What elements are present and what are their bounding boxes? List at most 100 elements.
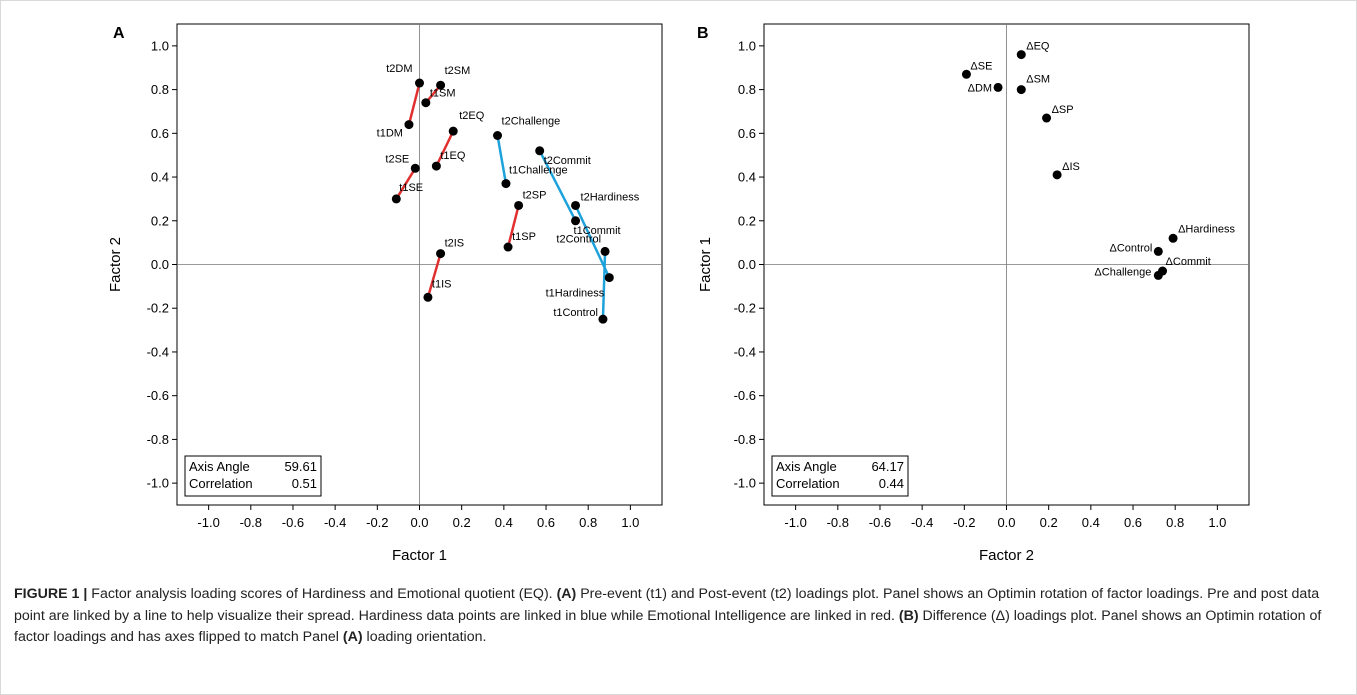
stats-label-correlation: Correlation bbox=[189, 476, 253, 491]
x-tick-label: 0.8 bbox=[1166, 515, 1184, 530]
point-label-t1-commit: t1Commit bbox=[574, 225, 621, 237]
point-t1-sp bbox=[503, 242, 513, 252]
stats-label-correlation: Correlation bbox=[776, 476, 840, 491]
point-label-t2-hardiness: t2Hardiness bbox=[581, 191, 640, 203]
x-tick-label: -0.8 bbox=[240, 515, 262, 530]
y-tick-label: -1.0 bbox=[734, 476, 756, 491]
point-t2-challenge bbox=[493, 131, 503, 141]
point-label-t1-sp: t1SP bbox=[512, 231, 536, 243]
y-tick-label: -1.0 bbox=[147, 476, 169, 491]
y-tick-label: 0.4 bbox=[151, 170, 169, 185]
caption-a-text: Pre-event (t1) and Post-event (t2) loadi… bbox=[14, 586, 1320, 624]
stats-value-axis-angle: 59.61 bbox=[284, 459, 317, 474]
x-tick-label: 0.4 bbox=[495, 515, 513, 530]
point-t1-eq bbox=[431, 161, 441, 171]
point-label-t2-sp: t2SP bbox=[523, 189, 547, 201]
point-label-t1-eq: t1EQ bbox=[440, 150, 466, 162]
point-label-t2-challenge: t2Challenge bbox=[502, 116, 561, 128]
stats-value-correlation: 0.44 bbox=[879, 476, 904, 491]
x-tick-label: -0.2 bbox=[366, 515, 388, 530]
point-delta-hardiness bbox=[1168, 233, 1178, 243]
link-t1-dm-t2-dm bbox=[407, 81, 421, 126]
point-label-delta-hardiness: ΔHardiness bbox=[1178, 223, 1235, 235]
x-tick-label: -1.0 bbox=[197, 515, 219, 530]
link-t1-challenge-t2-challenge bbox=[496, 134, 508, 185]
x-tick-label: -1.0 bbox=[784, 515, 806, 530]
x-tick-label: -0.4 bbox=[324, 515, 346, 530]
x-axis-label-a: Factor 1 bbox=[392, 547, 447, 564]
point-t1-control bbox=[598, 314, 608, 324]
point-label-t1-is: t1IS bbox=[432, 278, 452, 290]
y-tick-label: -0.4 bbox=[147, 344, 169, 359]
point-label-t2-sm: t2SM bbox=[445, 65, 471, 77]
y-tick-label: -0.8 bbox=[147, 432, 169, 447]
point-delta-sm bbox=[1016, 85, 1026, 95]
point-label-delta-se: ΔSE bbox=[970, 60, 992, 72]
point-t2-eq bbox=[448, 126, 458, 136]
point-t1-is bbox=[423, 292, 433, 302]
x-tick-label: -0.6 bbox=[869, 515, 891, 530]
stats-value-correlation: 0.51 bbox=[292, 476, 317, 491]
x-tick-label: 0.8 bbox=[579, 515, 597, 530]
x-tick-label: 0.0 bbox=[997, 515, 1015, 530]
point-label-delta-commit: ΔCommit bbox=[1166, 256, 1211, 268]
point-label-t1-hardiness: t1Hardiness bbox=[546, 288, 605, 300]
y-tick-label: -0.6 bbox=[147, 388, 169, 403]
link-t1-se-t2-se bbox=[395, 167, 417, 201]
point-delta-is bbox=[1052, 170, 1062, 180]
caption-a-marker: (A) bbox=[556, 586, 577, 602]
stats-box-a bbox=[184, 455, 322, 497]
y-tick-label: -0.4 bbox=[734, 344, 756, 359]
y-tick-label: 0.6 bbox=[151, 126, 169, 141]
point-t2-control bbox=[600, 246, 610, 256]
y-tick-label: -0.6 bbox=[734, 388, 756, 403]
point-label-t2-is: t2IS bbox=[445, 238, 465, 250]
x-tick-label: 0.2 bbox=[1040, 515, 1058, 530]
point-delta-commit bbox=[1158, 266, 1168, 276]
point-t2-se bbox=[410, 163, 420, 173]
x-tick-label: -0.8 bbox=[827, 515, 849, 530]
y-tick-label: 0.0 bbox=[738, 257, 756, 272]
panel-letter-b: B bbox=[697, 25, 709, 42]
stats-box-b bbox=[771, 455, 909, 497]
point-delta-dm bbox=[993, 82, 1003, 92]
point-t2-hardiness bbox=[571, 200, 581, 210]
point-t2-sm bbox=[436, 80, 446, 90]
point-label-t2-dm: t2DM bbox=[386, 63, 412, 75]
y-tick-label: -0.2 bbox=[147, 301, 169, 316]
x-tick-label: 0.2 bbox=[453, 515, 471, 530]
point-t1-challenge bbox=[501, 179, 511, 189]
x-tick-label: -0.6 bbox=[282, 515, 304, 530]
point-delta-eq bbox=[1016, 50, 1026, 60]
point-t2-sp bbox=[514, 200, 524, 210]
point-label-t1-se: t1SE bbox=[399, 182, 423, 194]
point-delta-control bbox=[1153, 246, 1163, 256]
y-axis-label-b: Factor 1 bbox=[697, 237, 714, 292]
y-tick-label: 0.2 bbox=[151, 213, 169, 228]
point-label-t1-dm: t1DM bbox=[377, 128, 403, 140]
y-tick-label: 0.8 bbox=[151, 82, 169, 97]
point-label-delta-sm: ΔSM bbox=[1026, 74, 1050, 86]
point-label-delta-challenge: ΔChallenge bbox=[1094, 266, 1151, 278]
point-delta-sp bbox=[1042, 113, 1052, 123]
stats-value-axis-angle: 64.17 bbox=[871, 459, 904, 474]
point-t1-dm bbox=[404, 120, 414, 130]
caption-intro: Factor analysis loading scores of Hardin… bbox=[87, 586, 557, 602]
point-delta-se bbox=[961, 69, 971, 79]
point-label-t1-challenge: t1Challenge bbox=[509, 165, 568, 177]
stats-label-axis-angle: Axis Angle bbox=[776, 459, 837, 474]
y-tick-label: 1.0 bbox=[151, 38, 169, 53]
x-tick-label: 0.6 bbox=[537, 515, 555, 530]
caption-b-marker: (B) bbox=[898, 607, 919, 624]
point-label-delta-control: ΔControl bbox=[1110, 242, 1153, 254]
loading-plots: -1.0 -0.8 -0.6 -0.4 -0.2 0.0 0.2 0.4 0.6 0.8 1.0 -1… bbox=[107, 23, 1250, 564]
caption-b-text: Difference (Δ) loadings plot. Panel show… bbox=[14, 607, 1322, 646]
y-tick-label: 0.4 bbox=[738, 170, 756, 185]
caption-figure-label: FIGURE 1 | bbox=[14, 586, 88, 602]
x-tick-label: 0.6 bbox=[1124, 515, 1142, 530]
x-axis-label-b: Factor 2 bbox=[979, 547, 1034, 564]
panel-a: -1.0 -0.8 -0.6 -0.4 -0.2 0.0 0.2 0.4 0.6 0.8 1.0 -1… bbox=[107, 23, 663, 564]
caption-b-marker2: (A) bbox=[342, 629, 363, 645]
stats-label-axis-angle: Axis Angle bbox=[189, 459, 250, 474]
x-tick-label: 1.0 bbox=[1208, 515, 1226, 530]
